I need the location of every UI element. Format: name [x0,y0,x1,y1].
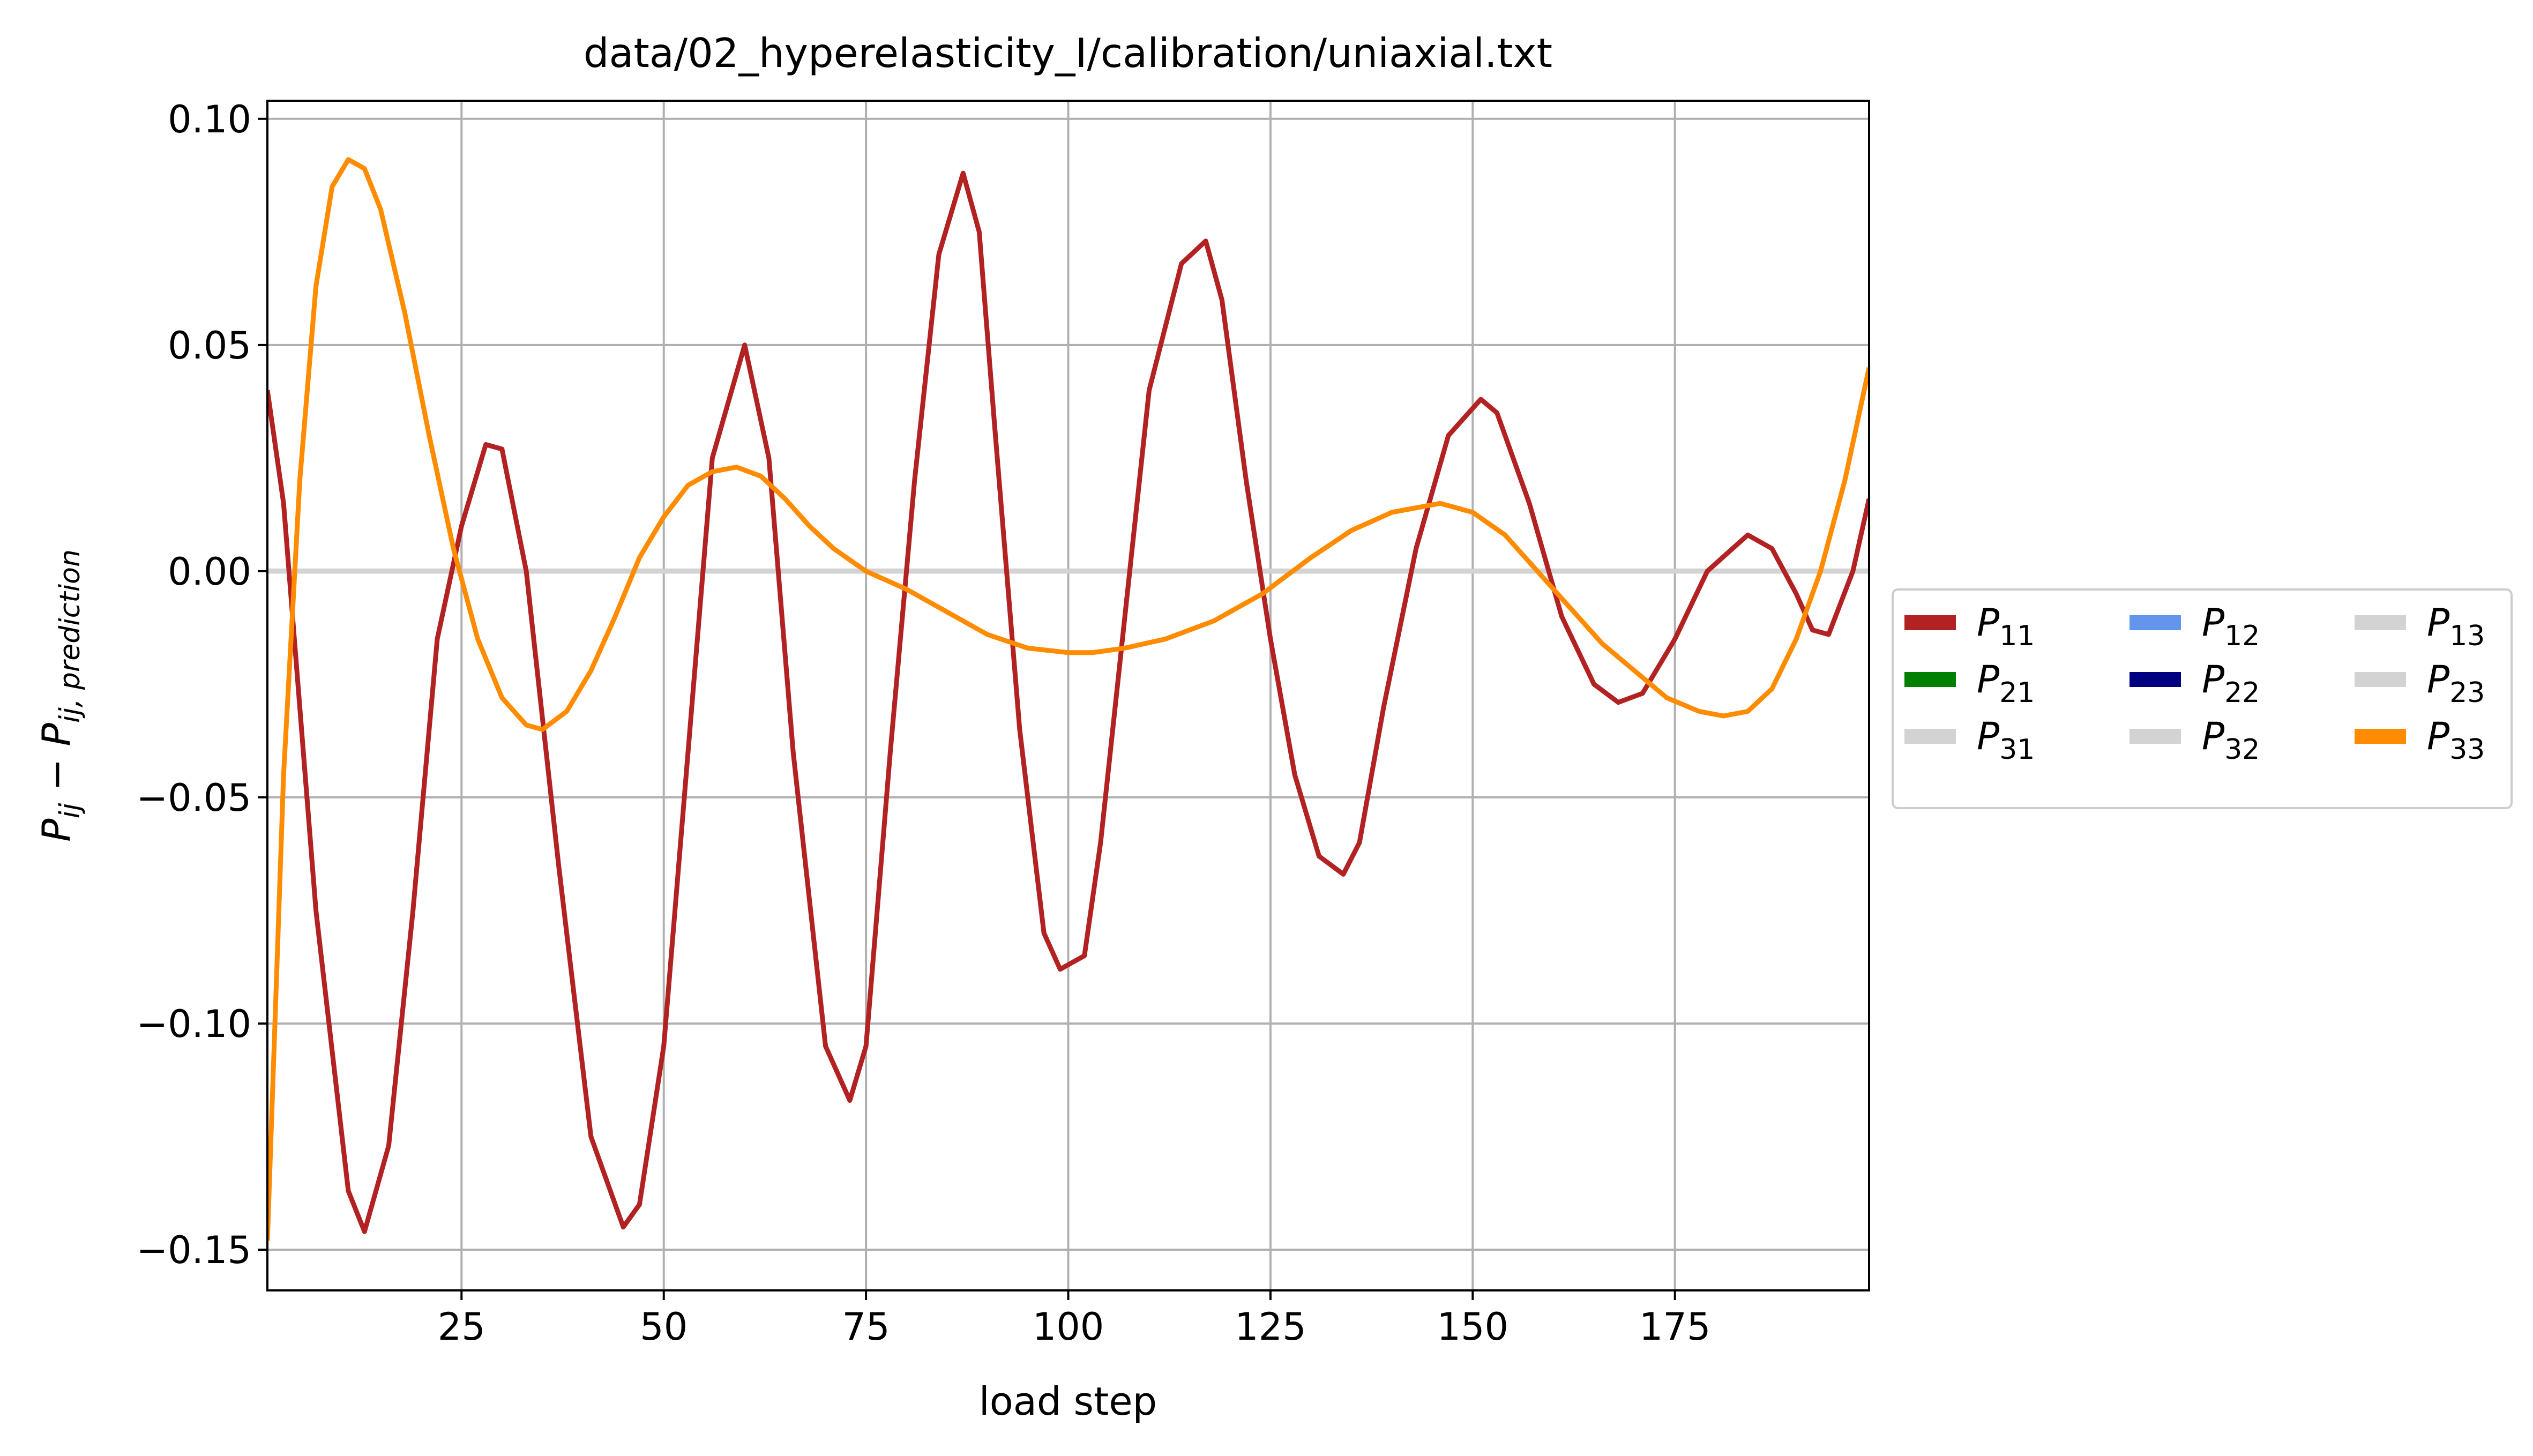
y-axis-label-p1: P [34,818,79,842]
legend-label-p11: P11 [1977,601,2035,652]
legend-label-p32: P32 [2202,714,2260,766]
y-axis-label-p2: P [34,722,79,746]
series-line-p33 [267,157,1869,1241]
x-tick-label: 25 [438,1305,485,1349]
x-tick-label: 100 [1033,1305,1104,1349]
x-axis-label: load step [979,1379,1157,1424]
legend-label-p22: P22 [2202,658,2260,709]
x-tick-label: 125 [1235,1305,1306,1349]
legend-swatch-p12 [2129,615,2181,630]
legend-swatch-p22 [2129,672,2181,687]
x-tick-label: 175 [1639,1305,1711,1349]
y-axis: 0.10 0.05 0.00 −0.05 −0.10 −0.15 [136,98,267,1272]
legend-box [1892,588,2513,809]
y-tick-label: −0.10 [136,1002,251,1046]
legend-swatch-p21 [1904,672,1956,687]
y-tick-label: −0.15 [136,1228,251,1272]
y-axis-label-minus: − [34,746,79,803]
y-axis-label-sub2: ij, prediction [54,549,86,723]
y-tick-label: 0.05 [168,324,251,368]
legend-label-p21: P21 [1977,658,2035,709]
series-line-p11 [267,170,1869,1234]
legend-swatch-p23 [2355,672,2406,687]
legend-label-p23: P23 [2427,658,2485,709]
x-tick-label: 75 [842,1305,890,1349]
x-tick-label: 150 [1437,1305,1508,1349]
x-axis: 25 50 75 100 125 150 175 [438,1290,1711,1349]
chart-title: data/02_hyperelasticity_I/calibration/un… [584,29,1552,77]
svg-text:Pij − Pij, prediction: Pij − Pij, prediction [34,549,86,842]
legend-label-p13: P13 [2427,601,2485,652]
series-layer [267,157,1869,1241]
legend-label-p31: P31 [1977,714,2035,766]
y-tick-label: −0.05 [136,776,251,820]
legend-swatch-p32 [2129,729,2181,744]
x-tick-label: 50 [640,1305,688,1349]
legend-swatch-p31 [1904,729,1956,744]
legend-label-p33: P33 [2427,714,2485,766]
y-tick-label: 0.00 [168,550,251,594]
y-axis-label-sub1: ij [54,803,86,818]
y-axis-label: Pij − Pij, prediction [34,549,86,842]
legend-swatch-p33 [2355,729,2406,744]
legend-swatch-p13 [2355,615,2406,630]
y-tick-label: 0.10 [168,98,251,141]
legend-label-p12: P12 [2202,601,2260,652]
legend-swatch-p11 [1904,615,1956,630]
